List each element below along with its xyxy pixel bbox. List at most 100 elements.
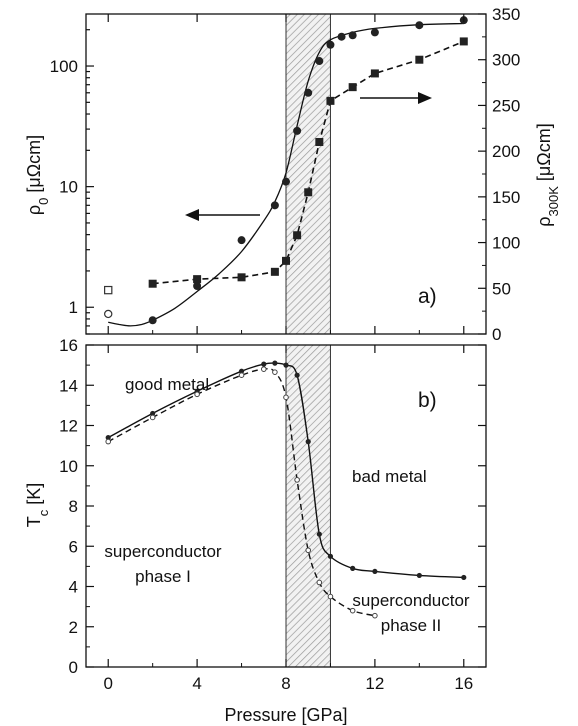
panel-a-series-2-point <box>326 96 335 105</box>
panel-a-right-axis-label: ρ300K [μΩcm] <box>534 123 561 226</box>
panel-b: 0 2 4 6 8 10 12 14 16 0 4 8 12 16 Tc [K] Pressure [GP… <box>24 336 487 725</box>
panel-a-right-tick-label: 350 <box>492 5 520 24</box>
panel-b-y-tick-label: 6 <box>69 537 78 556</box>
panel-b-shaded-region <box>285 344 331 668</box>
panel-b-series-0-point <box>350 565 356 571</box>
panel-a-series-1-point <box>104 309 113 319</box>
panel-a-right-tick-label: 250 <box>492 96 520 115</box>
panel-a-series-0-point <box>348 31 357 40</box>
panel-a-series-2-point <box>370 69 379 78</box>
panel-a-series-0-point <box>237 236 246 245</box>
left-arrow-head <box>185 209 199 221</box>
panel-a-series-2-point <box>315 138 324 146</box>
panel-a-right-tick-label: 300 <box>492 51 520 70</box>
panel-b-label: b) <box>418 389 437 412</box>
panel-b-series-0-point <box>316 531 322 537</box>
panel-b-series-0-point <box>461 574 467 581</box>
panel-a-series-2-point <box>415 55 424 64</box>
panel-b-series-1-point <box>105 438 112 445</box>
panel-a-series-2-point <box>270 267 279 276</box>
panel-a-left-axis-label: ρ0 [μΩcm] <box>24 135 51 215</box>
panel-b-x-tick-label: 16 <box>454 674 473 693</box>
panel-b-y-tick-label: 4 <box>69 578 78 597</box>
panel-b-y-tick-label: 0 <box>69 658 78 677</box>
panel-b-series-0-point <box>238 368 245 374</box>
superconductor-phase-2-line2: phase II <box>381 616 442 635</box>
panel-b-y-tick-label: 16 <box>59 336 78 355</box>
panel-a-left-tick-label: 100 <box>50 57 78 76</box>
panel-b-x-tick-label: 0 <box>103 674 112 693</box>
panel-b-series-1-point <box>283 394 289 401</box>
panel-b-series-0-point <box>372 568 378 575</box>
panel-a-series-2-point <box>348 83 357 92</box>
panel-b-series-1-point <box>194 391 200 398</box>
panel-b-series-0-point <box>327 553 334 559</box>
panel-a-series-2-point <box>237 273 246 282</box>
panel-b-series-0-point <box>305 439 311 445</box>
panel-a-series-0-point <box>293 126 302 135</box>
panel-a-series-2-point <box>304 188 313 197</box>
svg-text:ρ0 [μΩcm]: ρ0 [μΩcm] <box>24 135 51 215</box>
good-metal-label: good metal <box>125 375 209 394</box>
x-axis-label: Pressure [GPa] <box>224 705 347 725</box>
panel-b-series-1-point <box>316 579 323 586</box>
right-arrow-head <box>418 92 432 104</box>
panel-b-series-1-point <box>272 369 278 375</box>
panel-a-series-3-point <box>104 285 113 295</box>
panel-b-series-1-point <box>294 477 300 483</box>
panel-b-x-tick-label: 8 <box>281 674 290 693</box>
superconductor-phase-1-line1: superconductor <box>104 542 222 561</box>
panel-a-left-tick-label: 10 <box>59 178 78 197</box>
panel-b-x-tick-label: 4 <box>192 674 201 693</box>
panel-a-series-2-point <box>459 37 468 46</box>
panel-a-series-2-point <box>193 275 202 284</box>
panel-a-series-0-point <box>270 201 279 210</box>
panel-a-series-0-point <box>282 177 290 186</box>
panel-b-series-0-point <box>294 372 300 378</box>
panel-b-series-0-point <box>283 362 289 368</box>
panel-b-y-tick-label: 14 <box>59 376 78 395</box>
panel-a-right-tick-label: 0 <box>492 325 501 344</box>
panel-b-series-0-point <box>150 410 156 417</box>
panel-b-series-1-point <box>238 372 245 378</box>
panel-a-series-0-point <box>415 21 424 30</box>
panel-b-y-tick-label: 2 <box>69 618 78 637</box>
panel-b-series-1-point <box>327 593 334 600</box>
panel-a-series-0-point <box>326 40 335 49</box>
panel-b-series-0-point <box>272 360 278 366</box>
panel-b-x-tick-label: 12 <box>365 674 384 693</box>
panel-b-series-1-point <box>260 366 267 372</box>
panel-a-series-2-point <box>148 279 157 288</box>
panel-a-series-0-point <box>337 32 346 41</box>
panel-a-series-0-point <box>193 282 202 291</box>
panel-a-right-tick-label: 50 <box>492 279 511 298</box>
panel-a-shaded-region <box>285 13 331 335</box>
panel-a-right-tick-label: 200 <box>492 142 520 161</box>
panel-a-series-2-point <box>282 256 290 265</box>
superconductor-phase-1-line2: phase I <box>135 567 191 586</box>
panel-b-y-tick-label: 8 <box>69 497 78 516</box>
svg-text:ρ300K [μΩcm]: ρ300K [μΩcm] <box>534 123 561 226</box>
panel-a-series-0-point <box>315 57 324 66</box>
svg-text:Tc [K]: Tc [K] <box>24 483 51 528</box>
panel-b-y-axis-label: Tc [K] <box>24 483 51 528</box>
panel-b-series-1-point <box>305 547 312 554</box>
panel-a-right-tick-label: 150 <box>492 188 520 207</box>
panel-a-right-tick-label: 100 <box>492 234 520 253</box>
panel-a-left-tick-label: 1 <box>69 298 78 317</box>
panel-b-y-tick-label: 12 <box>59 417 78 436</box>
panel-b-series-1-point <box>349 607 356 614</box>
panel-a-series-0-point <box>304 88 313 97</box>
panel-a-series-0-point <box>370 28 379 37</box>
bad-metal-label: bad metal <box>352 467 427 486</box>
panel-b-series-1-point <box>149 414 156 421</box>
panel-b-series-0-point <box>105 434 111 441</box>
panel-b-series-0-point <box>261 361 267 367</box>
panel-b-series-0-point <box>416 572 422 579</box>
panel-a-series-2-point <box>293 231 302 240</box>
panel-a: 1 10 100 0 50 100 150 200 250 300 350 ρ0 [μΩcm] ρ3… <box>24 5 561 344</box>
panel-b-y-tick-label: 10 <box>59 457 78 476</box>
panel-a-series-0-point <box>148 316 157 325</box>
panel-a-label: a) <box>418 285 437 308</box>
